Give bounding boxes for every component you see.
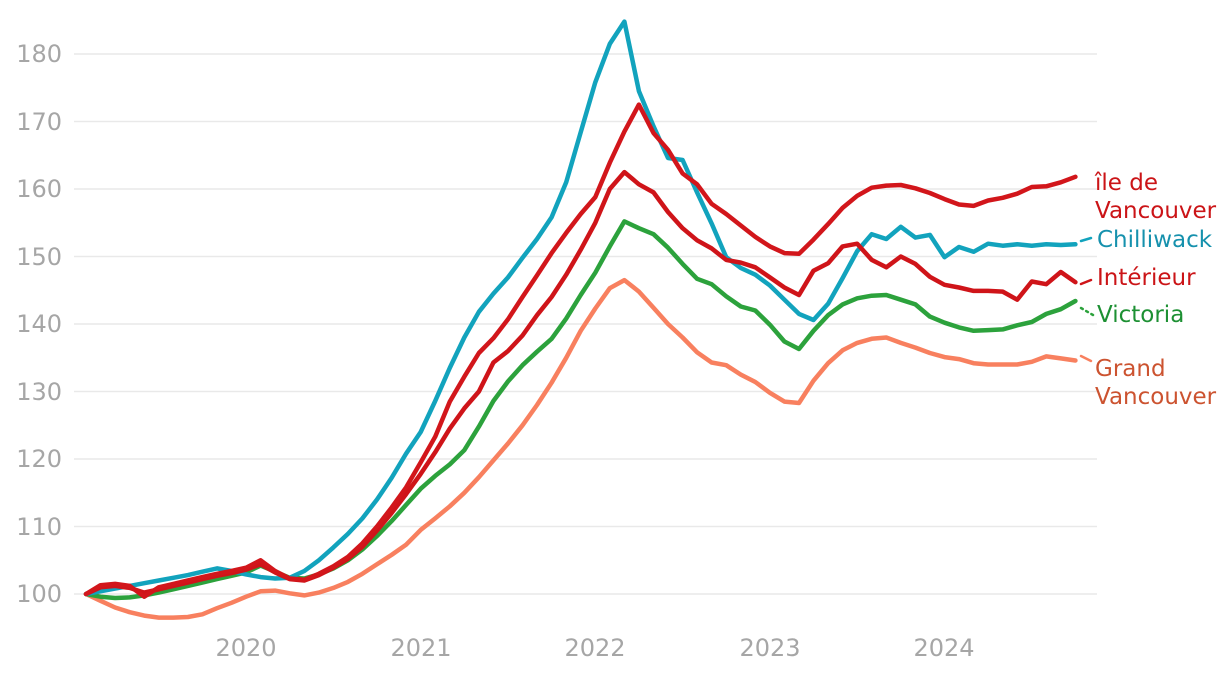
y-tick-170: 170 — [16, 108, 62, 136]
legend: île de Vancouver Chilliwack Intérieur Vi… — [1094, 170, 1217, 410]
x-tick-2023: 2023 — [739, 634, 800, 662]
legend-chilliwack: Chilliwack — [1097, 227, 1213, 253]
y-tick-120: 120 — [16, 445, 62, 473]
series-line-int-rieur — [83, 169, 1078, 597]
legend-grand-vancouver-line2: Vancouver — [1095, 384, 1217, 410]
y-axis: 100 110 120 130 140 150 160 170 180 — [16, 40, 62, 608]
x-tick-2024: 2024 — [913, 634, 974, 662]
y-tick-110: 110 — [16, 513, 62, 541]
leader-mark-grand-vancouver — [1079, 354, 1093, 363]
x-tick-2022: 2022 — [564, 634, 625, 662]
y-tick-140: 140 — [16, 310, 62, 338]
series-line-chilliwack — [83, 19, 1078, 597]
x-tick-2020: 2020 — [215, 634, 276, 662]
legend-grand-vancouver-line1: Grand — [1095, 356, 1166, 382]
x-tick-2021: 2021 — [390, 634, 451, 662]
legend-victoria: Victoria — [1097, 302, 1184, 328]
legend-leader-marks — [1079, 236, 1095, 363]
legend-interieur: Intérieur — [1097, 265, 1196, 291]
legend-ile-de-vancouver-line2: Vancouver — [1095, 198, 1217, 224]
series-lines — [83, 19, 1078, 620]
y-tick-160: 160 — [16, 175, 62, 203]
leader-mark-chilliwack — [1079, 236, 1093, 243]
y-tick-100: 100 — [16, 580, 62, 608]
y-tick-180: 180 — [16, 40, 62, 68]
series-line--le-de-vancouver — [83, 102, 1078, 599]
series-line-victoria — [83, 219, 1078, 601]
x-axis: 2020 2021 2022 2023 2024 — [215, 634, 974, 662]
y-tick-150: 150 — [16, 243, 62, 271]
leader-mark-int-rieur — [1079, 278, 1093, 286]
y-tick-130: 130 — [16, 378, 62, 406]
leader-mark-victoria — [1079, 306, 1095, 317]
series-line-grand-vancouver — [83, 277, 1078, 620]
legend-ile-de-vancouver-line1: île de — [1094, 170, 1158, 196]
